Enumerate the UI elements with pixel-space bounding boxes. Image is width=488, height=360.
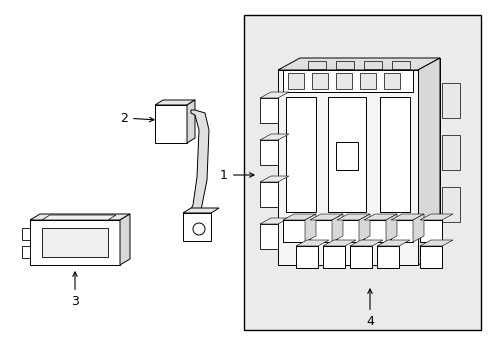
Bar [30, 220, 120, 265]
Bar [441, 135, 459, 170]
Bar [307, 61, 325, 69]
Bar [335, 142, 357, 170]
Circle shape [193, 223, 204, 235]
Polygon shape [278, 58, 439, 70]
Polygon shape [260, 134, 288, 140]
Bar [336, 220, 358, 242]
Bar [299, 58, 439, 253]
Bar [327, 97, 365, 212]
Polygon shape [42, 215, 116, 220]
Bar [441, 187, 459, 222]
Bar [323, 246, 345, 268]
Polygon shape [419, 214, 452, 220]
Bar [335, 73, 351, 89]
Bar [295, 246, 317, 268]
Bar [311, 73, 327, 89]
Bar [383, 73, 399, 89]
Bar [441, 83, 459, 118]
Polygon shape [30, 214, 130, 220]
Bar [379, 97, 409, 212]
Bar [283, 220, 305, 242]
Bar [363, 61, 381, 69]
Text: 1: 1 [220, 168, 253, 181]
Polygon shape [385, 214, 396, 242]
Polygon shape [390, 214, 423, 220]
Bar [244, 15, 480, 330]
Polygon shape [305, 214, 315, 242]
Polygon shape [260, 92, 288, 98]
Polygon shape [189, 110, 208, 217]
Bar [283, 70, 412, 92]
Text: 4: 4 [366, 289, 373, 328]
Polygon shape [417, 58, 439, 265]
Bar [335, 61, 353, 69]
Polygon shape [376, 240, 409, 246]
Bar [391, 61, 409, 69]
Text: 3: 3 [71, 272, 79, 308]
Polygon shape [295, 240, 328, 246]
Bar [363, 220, 385, 242]
Polygon shape [419, 240, 452, 246]
Polygon shape [358, 214, 369, 242]
Polygon shape [260, 218, 288, 224]
Bar [390, 220, 412, 242]
Bar [419, 220, 441, 242]
Text: 2: 2 [120, 112, 154, 125]
Polygon shape [186, 100, 195, 143]
Bar [349, 246, 371, 268]
Bar [359, 73, 375, 89]
Polygon shape [283, 214, 315, 220]
Bar [309, 220, 331, 242]
Polygon shape [331, 214, 342, 242]
Bar [260, 224, 278, 249]
Bar [22, 246, 30, 258]
Bar [42, 228, 108, 257]
Bar [376, 246, 398, 268]
Bar [285, 97, 315, 212]
Polygon shape [260, 176, 288, 182]
Polygon shape [309, 214, 342, 220]
Bar [287, 73, 304, 89]
Bar [22, 228, 30, 240]
Bar [278, 70, 417, 265]
Polygon shape [183, 208, 219, 213]
Polygon shape [412, 214, 423, 242]
Polygon shape [155, 100, 195, 105]
Bar [155, 105, 186, 143]
Bar [260, 98, 278, 123]
Bar [260, 140, 278, 165]
Polygon shape [363, 214, 396, 220]
Polygon shape [323, 240, 355, 246]
Bar [260, 182, 278, 207]
Polygon shape [336, 214, 369, 220]
Polygon shape [120, 214, 130, 265]
Bar [419, 246, 441, 268]
Bar [183, 213, 210, 241]
Polygon shape [349, 240, 382, 246]
